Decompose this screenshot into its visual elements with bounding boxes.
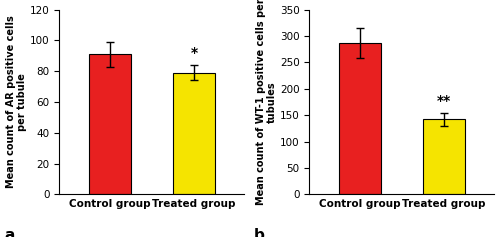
- Bar: [339, 43, 381, 194]
- Y-axis label: Mean count of WT-1 positive cells per
tubules: Mean count of WT-1 positive cells per tu…: [256, 0, 277, 205]
- Bar: [173, 73, 215, 194]
- Text: *: *: [190, 46, 198, 60]
- Text: **: **: [437, 94, 451, 108]
- Bar: [423, 119, 465, 194]
- Bar: [89, 54, 131, 194]
- Y-axis label: Mean count of AR positive cells
per tubule: Mean count of AR positive cells per tubu…: [6, 16, 27, 188]
- Text: b: b: [254, 228, 265, 237]
- Text: a: a: [4, 228, 14, 237]
